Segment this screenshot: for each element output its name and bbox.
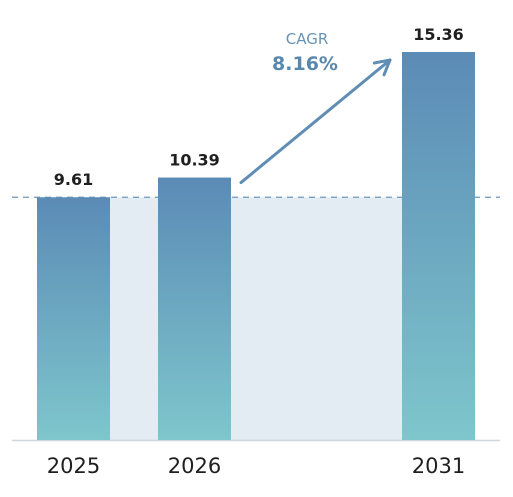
bar-2026 (158, 177, 231, 441)
cagr-arrow-head (372, 58, 392, 77)
value-label-2031: 15.36 (413, 25, 464, 44)
bar-2025 (37, 197, 110, 440)
cagr-value: 8.16% (272, 53, 338, 75)
bar-2031 (402, 52, 475, 440)
labels-group: 9.61 2025 10.39 2026 15.36 2031 (47, 25, 465, 478)
gap-fill-band (110, 197, 402, 440)
category-label-2031: 2031 (412, 454, 465, 478)
category-label-2025: 2025 (47, 454, 100, 478)
value-label-2026: 10.39 (169, 151, 220, 170)
cagr-arrow (239, 58, 392, 185)
gap-fill-bands (110, 197, 402, 440)
category-label-2026: 2026 (168, 454, 221, 478)
cagr-title: CAGR (286, 30, 329, 48)
bars-group (37, 52, 475, 441)
value-label-2025: 9.61 (54, 170, 93, 189)
cagr-annotation: CAGR 8.16% (239, 30, 392, 185)
